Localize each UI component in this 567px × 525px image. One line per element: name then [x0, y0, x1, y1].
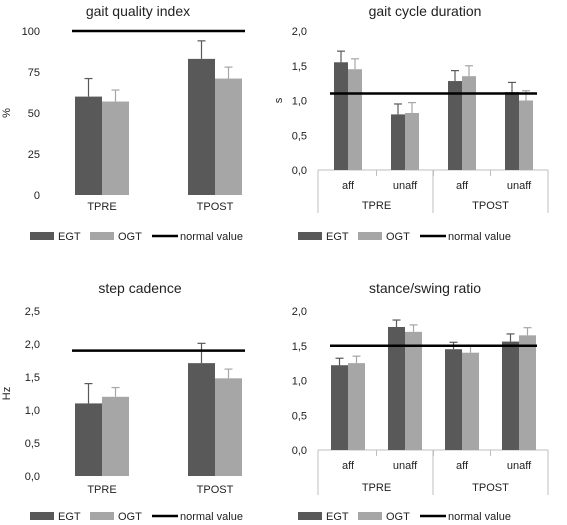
bar-egt: [391, 114, 405, 170]
chart-panel-2: gait cycle duration s 0,0 0,5 1,0 1,5 2,0 aff un…: [273, 3, 549, 243]
x-tick-label: aff: [456, 460, 469, 472]
legend-label: normal value: [448, 511, 511, 523]
bar-egt: [334, 62, 348, 170]
bar-egt: [75, 403, 102, 476]
group-label: TPRE: [362, 482, 391, 494]
legend-label: EGT: [326, 231, 349, 243]
legend-swatch-egt: [30, 512, 54, 520]
legend-swatch-ogt: [358, 512, 382, 520]
legend-label: OGT: [118, 511, 142, 523]
legend-label: EGT: [326, 511, 349, 523]
y-tick-label: 1,0: [292, 376, 307, 388]
chart-panel-1: gait quality index% 0 25 50 75 100 TPRE TPOST EG…: [1, 3, 245, 243]
bar-egt: [445, 349, 462, 450]
legend-label: normal value: [180, 511, 243, 523]
y-tick-label: 1,5: [292, 341, 307, 353]
legend-label: OGT: [118, 231, 142, 243]
legend-swatch-egt: [30, 232, 54, 240]
y-tick-label: 2,0: [292, 26, 307, 38]
y-tick-label: 0,0: [292, 165, 307, 177]
y-tick-label: 2,0: [292, 306, 307, 318]
bar-egt: [188, 363, 215, 476]
bar-egt: [502, 341, 519, 450]
legend-swatch-egt: [298, 232, 322, 240]
bar-egt: [75, 96, 102, 195]
group-label: TPOST: [472, 482, 509, 494]
legend-swatch-ogt: [90, 232, 114, 240]
legend-label: OGT: [386, 511, 410, 523]
group-label: TPRE: [362, 200, 391, 212]
legend-label: normal value: [180, 231, 243, 243]
x-tick-label: aff: [456, 180, 469, 192]
x-tick-label: unaff: [507, 460, 532, 472]
y-tick-label: 0: [34, 190, 40, 202]
y-tick-label: 2,5: [25, 306, 40, 318]
bar-ogt: [348, 363, 365, 450]
bar-ogt: [519, 100, 533, 170]
bar-egt: [331, 365, 348, 450]
y-tick-label: 0,5: [292, 410, 307, 422]
x-tick-label: unaff: [393, 460, 418, 472]
x-tick-label: TPOST: [197, 201, 234, 213]
bar-ogt: [519, 335, 536, 450]
y-tick-label: 100: [22, 26, 40, 38]
y-tick-label: 25: [28, 149, 40, 161]
y-tick-label: 2,0: [25, 339, 40, 351]
y-tick-label: 50: [28, 108, 40, 120]
bar-egt: [448, 81, 462, 170]
legend: EGT OGT normal value: [298, 511, 511, 523]
legend: EGT OGT normal value: [298, 231, 511, 243]
chart-panel-4: stance/swing ratio 0,0 0,5 1,0 1,5 2,0 aff unaf…: [292, 280, 549, 523]
bar-ogt: [102, 396, 129, 476]
bar-ogt: [348, 69, 362, 170]
y-tick-label: 0,0: [25, 471, 40, 483]
y-tick-label: 1,0: [292, 96, 307, 108]
bar-egt: [388, 326, 405, 450]
bar-egt: [188, 58, 215, 195]
bar-ogt: [405, 331, 422, 450]
y-axis-label: %: [1, 108, 13, 118]
x-tick-label: unaff: [393, 180, 418, 192]
y-tick-label: 75: [28, 67, 40, 79]
bar-ogt: [215, 378, 242, 476]
x-tick-label: TPOST: [197, 484, 234, 496]
x-tick-label: TPRE: [87, 201, 116, 213]
legend-swatch-egt: [298, 512, 322, 520]
bar-egt: [505, 92, 519, 170]
legend-swatch-ogt: [358, 232, 382, 240]
x-tick-label: TPRE: [87, 484, 116, 496]
y-tick-label: 0,5: [25, 438, 40, 450]
chart-title: gait quality index: [86, 3, 190, 19]
y-tick-label: 1,5: [25, 372, 40, 384]
legend: EGT OGT normal value: [30, 511, 243, 523]
bar-ogt: [215, 78, 242, 195]
x-tick-label: unaff: [507, 180, 532, 192]
chart-title: stance/swing ratio: [369, 280, 481, 296]
legend-label: EGT: [58, 511, 81, 523]
y-tick-label: 1,0: [25, 405, 40, 417]
y-axis-label: s: [273, 97, 285, 103]
bar-ogt: [462, 76, 476, 170]
legend-label: normal value: [448, 231, 511, 243]
legend-label: OGT: [386, 231, 410, 243]
bar-ogt: [102, 101, 129, 195]
legend: EGT OGT normal value: [30, 231, 243, 243]
chart-panel-3: step cadence Hz 0,0 0,5 1,0 1,5 2,0 2,5 TPRE TPOS…: [1, 280, 245, 523]
legend-swatch-ogt: [90, 512, 114, 520]
x-tick-label: aff: [342, 460, 355, 472]
bar-ogt: [462, 352, 479, 450]
y-axis-label: Hz: [1, 387, 13, 400]
chart-title: step cadence: [98, 280, 181, 296]
chart-title: gait cycle duration: [369, 3, 482, 19]
legend-label: EGT: [58, 231, 81, 243]
y-tick-label: 0,0: [292, 445, 307, 457]
x-tick-label: aff: [342, 180, 355, 192]
y-tick-label: 1,5: [292, 61, 307, 73]
bar-ogt: [405, 113, 419, 170]
group-label: TPOST: [472, 200, 509, 212]
y-tick-label: 0,5: [292, 130, 307, 142]
